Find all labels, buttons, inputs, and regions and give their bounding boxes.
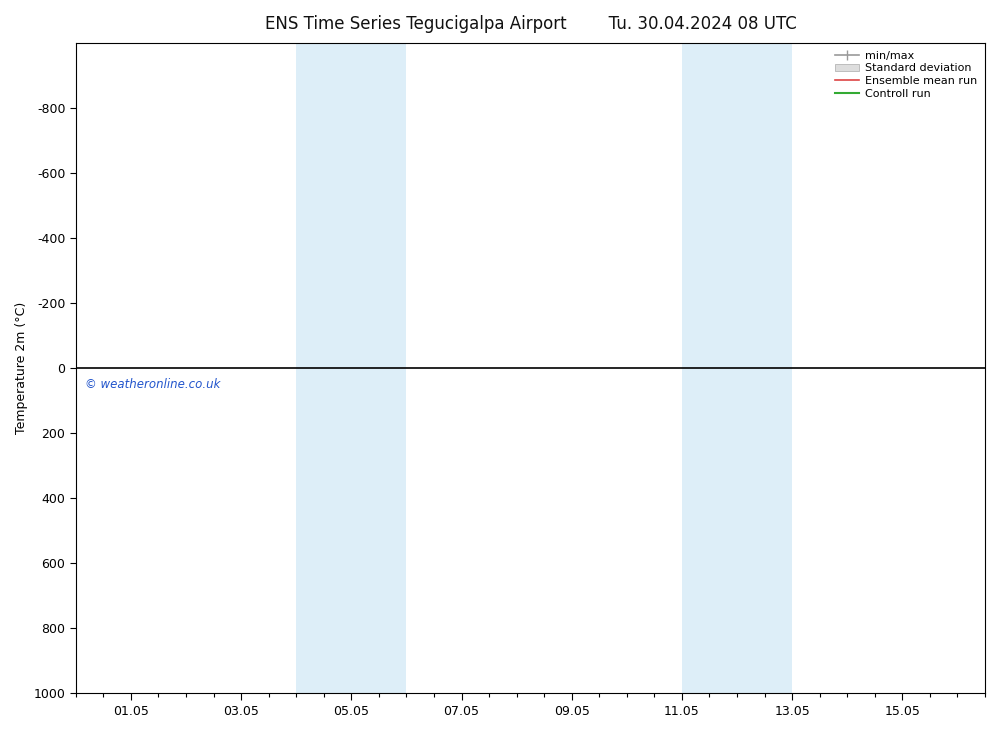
Y-axis label: Temperature 2m (°C): Temperature 2m (°C) <box>15 302 28 434</box>
Bar <box>296 43 406 693</box>
Legend: min/max, Standard deviation, Ensemble mean run, Controll run: min/max, Standard deviation, Ensemble me… <box>831 46 982 103</box>
Title: ENS Time Series Tegucigalpa Airport        Tu. 30.04.2024 08 UTC: ENS Time Series Tegucigalpa Airport Tu. … <box>265 15 796 33</box>
Text: © weatheronline.co.uk: © weatheronline.co.uk <box>85 377 220 391</box>
Bar <box>682 43 792 693</box>
